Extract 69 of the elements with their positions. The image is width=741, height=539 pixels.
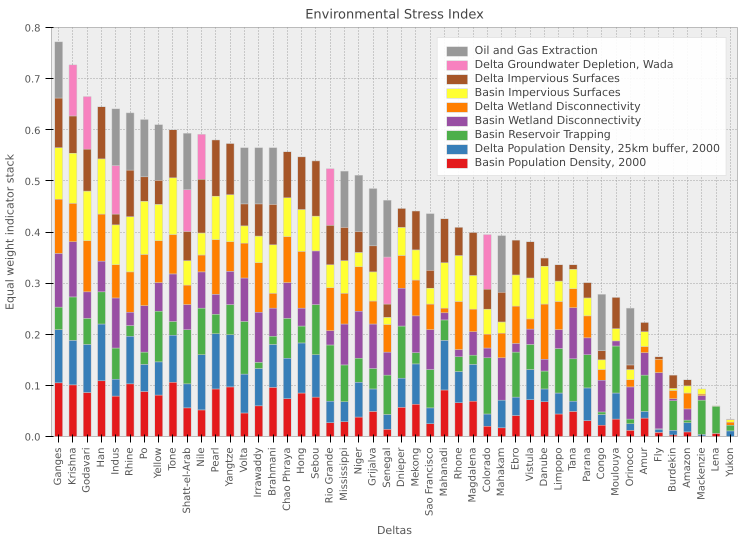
x-tick-label: Mackenzie — [696, 448, 708, 500]
legend-label: Delta Impervious Surfaces — [474, 72, 620, 85]
legend-label: Oil and Gas Extraction — [474, 44, 598, 57]
x-tick-label: Godavari — [82, 447, 93, 493]
x-tick-label: Magdalena — [468, 447, 479, 502]
legend-label: Basin Reservoir Trapping — [474, 128, 611, 141]
x-tick-label: Mississippi — [338, 447, 350, 501]
legend-label: Basin Population Density, 2000 — [474, 156, 646, 169]
legend-label: Delta Groundwater Depletion, Wada — [474, 58, 674, 71]
x-tick-label: Yellow — [153, 447, 164, 480]
x-tick-label: Niger — [353, 446, 364, 474]
x-tick-label: Krishna — [67, 447, 78, 485]
x-tick-label: Fly — [653, 447, 664, 462]
y-tick-label: 0.5 — [24, 176, 41, 188]
x-tick-label: Lena — [710, 448, 722, 472]
y-tick-label: 0.2 — [24, 330, 41, 342]
x-tick-label: Irrawaddy — [253, 447, 264, 498]
x-tick-label: Tone — [167, 447, 178, 472]
y-tick-label: 0.4 — [24, 228, 41, 239]
x-tick-label: Sebou — [310, 447, 322, 479]
x-tick-label: Senegal — [382, 447, 393, 488]
x-tick-label: Nile — [196, 447, 208, 467]
x-tick-label: Congo — [596, 448, 608, 480]
y-tick-label: 0.8 — [24, 24, 41, 34]
x-tick-label: Shatt-el-Arab — [182, 447, 193, 514]
y-tick-label: 0.1 — [24, 381, 41, 392]
x-tick-label: Vistula — [524, 447, 536, 482]
x-tick-label: Burdekin — [668, 447, 679, 492]
x-tick-label: Parana — [582, 447, 593, 482]
x-tick-label: Pearl — [210, 448, 222, 472]
x-tick-label: Yangtze — [224, 447, 236, 488]
x-tick-label: Orinoco — [624, 447, 636, 486]
x-tick-label: Moulouya — [610, 447, 622, 496]
x-tick-label: Rhine — [124, 447, 136, 476]
x-tick-label: Han — [96, 447, 108, 468]
x-tick-label: Ganges — [53, 447, 64, 486]
x-tick-label: Brahmani — [268, 447, 279, 496]
y-tick-label: 0.7 — [24, 74, 41, 86]
x-tick-label: Dnieper — [396, 446, 408, 488]
x-axis-title: Deltas — [376, 524, 412, 537]
x-tick-label: Rhone — [453, 447, 464, 480]
x-tick-label: Mekong — [410, 447, 422, 487]
x-tick-label: Ebro — [510, 447, 522, 470]
x-tick-label: Sao Francisco — [424, 447, 436, 516]
x-tick-label: Tana — [568, 448, 579, 472]
x-tick-label: Mahakam — [496, 447, 508, 496]
x-tick-label: Yukon — [724, 447, 736, 478]
x-tick-label: Rio Grande — [324, 447, 336, 504]
x-tick-label: Amazon — [682, 447, 693, 488]
x-tick-label: Volta — [238, 447, 250, 473]
chart-title: Environmental Stress Index — [305, 8, 484, 22]
y-tick-label: 0.0 — [24, 432, 41, 444]
x-tick-label: Danube — [539, 447, 550, 487]
x-tick-label: Limpopo — [553, 447, 564, 491]
x-tick-label: Amur — [639, 446, 650, 475]
x-tick-label: Colorado — [482, 448, 493, 492]
y-tick-label: 0.3 — [24, 279, 41, 290]
x-tick-label: Po — [138, 447, 150, 460]
legend-label: Delta Wetland Disconnectivity — [474, 100, 641, 113]
x-tick-label: Grijalva — [368, 447, 379, 486]
x-tick-label: Indus — [110, 447, 122, 475]
y-tick-label: 0.6 — [24, 126, 41, 137]
y-axis-title: Equal weight indicator stack — [4, 153, 17, 310]
x-tick-label: Chao Phraya — [282, 447, 293, 511]
x-tick-label: Mahanadi — [439, 447, 450, 496]
x-tick-label: Hong — [296, 447, 308, 474]
legend-label: Delta Population Density, 25km buffer, 2000 — [474, 142, 720, 155]
legend-label: Basin Impervious Surfaces — [474, 86, 621, 99]
legend-label: Basin Wetland Disconnectivity — [474, 114, 642, 127]
